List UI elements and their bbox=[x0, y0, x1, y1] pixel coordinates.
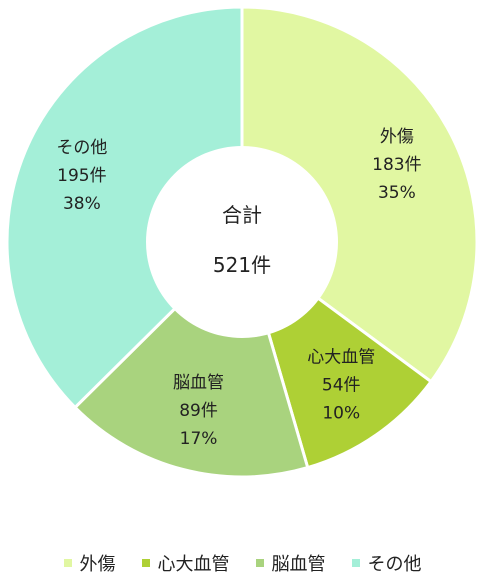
slices-group bbox=[5, 5, 479, 479]
legend-item-1: 外傷 bbox=[63, 550, 116, 576]
legend-swatch-3 bbox=[255, 559, 264, 567]
legend-item-4: その他 bbox=[351, 550, 422, 576]
slice-label-percent-3: 17% bbox=[180, 429, 218, 449]
slice-labels-group: 外傷 183件 35% 心大血管 54件 10% 脳血管 89件 17% その他 195件 38% bbox=[56, 127, 421, 449]
legend-label-2: 心大血管 bbox=[157, 554, 230, 575]
legend-swatch-1 bbox=[63, 559, 72, 567]
legend-swatch-2 bbox=[141, 559, 150, 567]
center-total: 521件 bbox=[213, 253, 271, 277]
slice-label-count-3: 89件 bbox=[179, 401, 218, 421]
donut-hole bbox=[146, 146, 338, 338]
legend-swatch-4 bbox=[351, 559, 360, 567]
donut-chart: 外傷 183件 35% 心大血管 54件 10% 脳血管 89件 17% その他 195件 38% 合… bbox=[5, 5, 479, 479]
center-title: 合計 bbox=[222, 203, 262, 227]
slice-label-percent-4: 38% bbox=[63, 194, 101, 214]
slice-label-category-4: その他 bbox=[56, 138, 107, 158]
legend-label-1: 外傷 bbox=[79, 554, 116, 575]
legend-label-3: 脳血管 bbox=[271, 554, 326, 575]
slice-label-category-2: 心大血管 bbox=[307, 347, 375, 367]
slice-label-category-1: 外傷 bbox=[380, 127, 414, 147]
slice-label-count-1: 183件 bbox=[372, 155, 421, 175]
slice-4 bbox=[5, 5, 244, 410]
slice-1 bbox=[240, 5, 479, 384]
slice-label-category-3: 脳血管 bbox=[173, 373, 224, 393]
slice-label-count-4: 195件 bbox=[57, 166, 106, 186]
legend-item-3: 脳血管 bbox=[255, 550, 326, 576]
slice-label-percent-1: 35% bbox=[378, 183, 416, 203]
legend-item-2: 心大血管 bbox=[141, 550, 230, 576]
slice-label-percent-2: 10% bbox=[322, 403, 360, 423]
legend-label-4: その他 bbox=[367, 554, 422, 575]
slice-label-count-2: 54件 bbox=[322, 375, 361, 395]
legend: 外傷 心大血管 脳血管 その他 bbox=[0, 550, 485, 576]
